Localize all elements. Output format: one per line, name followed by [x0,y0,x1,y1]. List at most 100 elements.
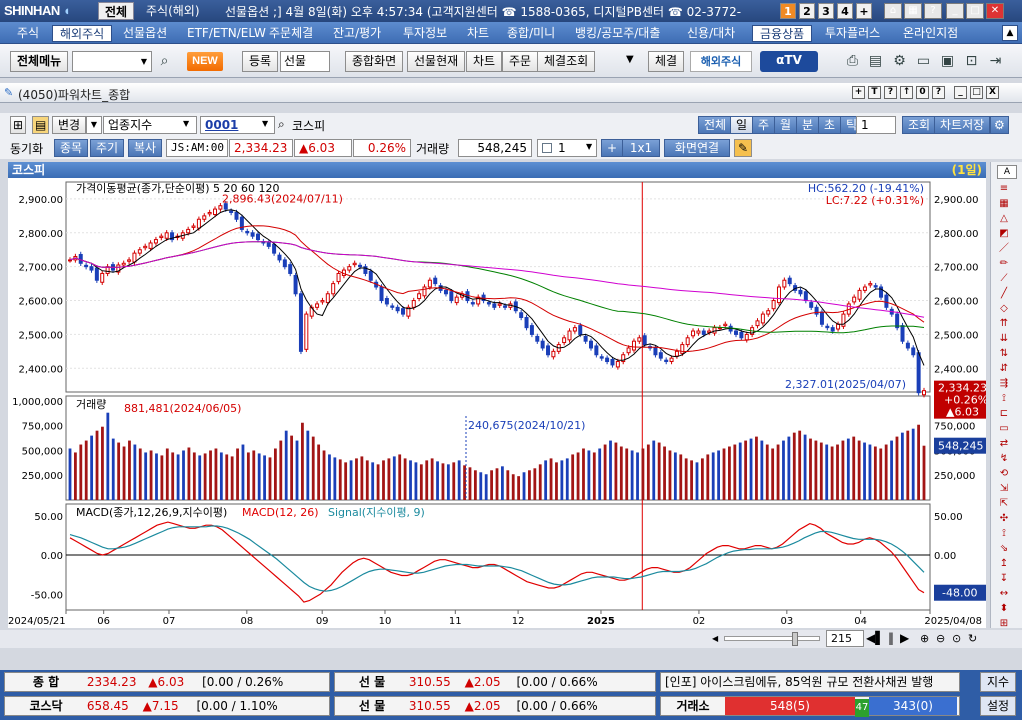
grid-icon[interactable]: ▦ [904,3,922,19]
window-maximize-button[interactable]: □ [970,86,983,99]
drawing-tool-icon[interactable]: ⇵ [999,363,1009,374]
zoom-out-icon[interactable]: ⊖ [936,632,946,645]
drawing-tool-icon[interactable]: ⊏ [999,408,1009,419]
kospi-ticker[interactable]: 종 합 2334.23 ▲6.03 [0.00 / 0.26% [4,672,330,692]
zoom-reset-icon[interactable]: ⊙ [952,632,962,645]
layout-icon[interactable]: ⊞ [10,116,27,134]
add-chart-button[interactable]: + [601,139,624,157]
window-up-button[interactable]: ↑ [900,86,913,99]
drawing-tool-icon[interactable]: ✏ [999,258,1009,269]
stock-chart[interactable]: 2,900.00 2,900.00 2,800.00 2,800.00 2,700.00… [8,178,986,628]
toolbar-up-icon[interactable]: A [997,165,1017,179]
drawing-tool-icon[interactable]: ／ [999,243,1009,254]
window-text-button[interactable]: T [868,86,881,99]
code-input[interactable]: 0001 [200,116,275,134]
menu-stock[interactable]: 주식 [17,26,40,40]
menu-overseas-stock[interactable]: 해외주식 [52,25,113,42]
period-minute-button[interactable]: 분 [796,116,820,134]
gear-icon[interactable]: ⚙ [893,53,906,69]
close-icon[interactable]: ✕ [986,3,1004,19]
settle-button[interactable]: 체결 [648,51,685,72]
chevron-down-icon[interactable]: ▼ [140,57,148,66]
drawing-tool-icon[interactable]: ◇ [1000,303,1008,314]
zoom-slider-thumb[interactable] [792,632,798,646]
query-button[interactable]: 조회 [902,116,937,134]
drawing-tool-icon[interactable]: ⊞ [999,618,1009,629]
sync-copy-button[interactable]: 복사 [128,139,163,157]
menu-investment-info[interactable]: 투자정보 [403,26,448,40]
maximize-icon[interactable]: □ [966,3,984,19]
new-badge[interactable]: NEW [187,52,223,71]
drawing-tool-icon[interactable]: ▭ [999,423,1009,434]
zoom-slider[interactable] [724,636,820,641]
window-minimize-button[interactable]: _ [954,86,967,99]
futures-select[interactable]: 선물 [280,51,330,72]
screen-4-button[interactable]: 4 [837,3,853,19]
summary-screen-button[interactable]: 종합화면 [345,51,404,72]
drawing-tool-icon[interactable]: ⇘ [999,543,1009,554]
period-month-button[interactable]: 월 [774,116,798,134]
drawing-tool-icon[interactable]: ⇲ [999,483,1009,494]
period-week-button[interactable]: 주 [752,116,776,134]
refresh-icon[interactable]: ↻ [968,632,978,645]
dropdown-icon[interactable]: ▼ [626,54,634,65]
index-button[interactable]: 지수 [980,672,1016,692]
window-help-button[interactable]: ? [884,86,897,99]
all-menu-button[interactable]: 전체메뉴 [10,51,69,72]
order-button[interactable]: 주문 [502,51,539,72]
sync-period-button[interactable]: 주기 [90,139,125,157]
pause-icon[interactable]: ‖ [888,631,894,645]
drawing-tool-icon[interactable]: ↧ [999,573,1009,584]
exit-icon[interactable]: ⇥ [989,53,1002,69]
layout-1x1-button[interactable]: 1x1 [622,139,660,157]
settings-button[interactable]: 설정 [980,696,1016,716]
menu-search-input[interactable] [72,51,152,72]
period-day-button[interactable]: 일 [730,116,754,134]
menu-summary[interactable]: 종합/미니 [507,26,556,40]
menu-order[interactable]: 주문체결 [269,26,314,40]
period-second-button[interactable]: 초 [818,116,842,134]
drawing-tool-icon[interactable]: ✣ [999,513,1009,524]
drawing-tool-icon[interactable]: ⟲ [999,468,1009,479]
drawing-tool-icon[interactable]: ⇈ [999,318,1009,329]
drawing-tool-icon[interactable]: ⬍ [999,603,1009,614]
save-chart-button[interactable]: 차트저장 [934,116,991,134]
window-close-button[interactable]: X [986,86,999,99]
change-dropdown[interactable]: ▼ [86,116,102,134]
window-zero-button[interactable]: 0 [916,86,929,99]
futures-ticker-1[interactable]: 선 물 310.55 ▲2.05 [0.00 / 0.66% [334,672,656,692]
scroll-left-icon[interactable]: ◀ [712,634,719,643]
window-icon[interactable]: ▣ [940,53,955,69]
zoom-in-icon[interactable]: ⊕ [920,632,930,645]
scroll-first-icon[interactable]: ◀▌ [866,631,885,645]
lock-icon[interactable]: ⊡ [965,53,978,69]
futures-current-button[interactable]: 선물현재 [407,51,466,72]
drawing-tool-icon[interactable]: ▦ [999,198,1009,209]
chart-button[interactable]: 차트 [466,51,503,72]
news-ticker[interactable]: [인포] 아이스크림에듀, 85억원 규모 전환사채권 발행 [660,672,960,692]
window-info-button[interactable]: ? [932,86,945,99]
register-button[interactable]: 등록 [242,51,279,72]
menu-balance[interactable]: 잔고/평가 [333,26,382,40]
menu-chart[interactable]: 차트 [467,26,490,40]
kosdaq-ticker[interactable]: 코스닥 658.45 ▲7.15 [0.00 / 1.10% [4,696,330,716]
drawing-tool-icon[interactable]: ╱ [1000,288,1008,299]
drawing-tool-icon[interactable]: ≡ [999,183,1009,194]
window-add-button[interactable]: + [852,86,865,99]
menu-financial-products[interactable]: 금융상품 [752,25,813,42]
view-count-field[interactable]: 215 [826,630,864,647]
calculator-icon[interactable]: ▤ [868,53,883,69]
drawing-tool-icon[interactable]: ⇅ [999,348,1009,359]
chart-count-select[interactable]: 1 [537,139,597,157]
menu-banking[interactable]: 뱅킹/공모주/대출 [575,26,661,40]
search-icon[interactable]: ⌕ [160,53,169,69]
menu-invest-plus[interactable]: 투자플러스 [825,26,881,40]
execution-query-button[interactable]: 체결조회 [537,51,596,72]
monitor-icon[interactable]: ▭ [916,53,931,69]
drawing-tool-icon[interactable]: ↯ [999,453,1009,464]
minimize-icon[interactable]: _ [946,3,964,19]
search-icon[interactable]: ⌕ [278,117,285,131]
screen-2-button[interactable]: 2 [799,3,815,19]
drawing-tool-icon[interactable]: ⇄ [999,438,1009,449]
help-icon[interactable]: ? [924,3,942,19]
